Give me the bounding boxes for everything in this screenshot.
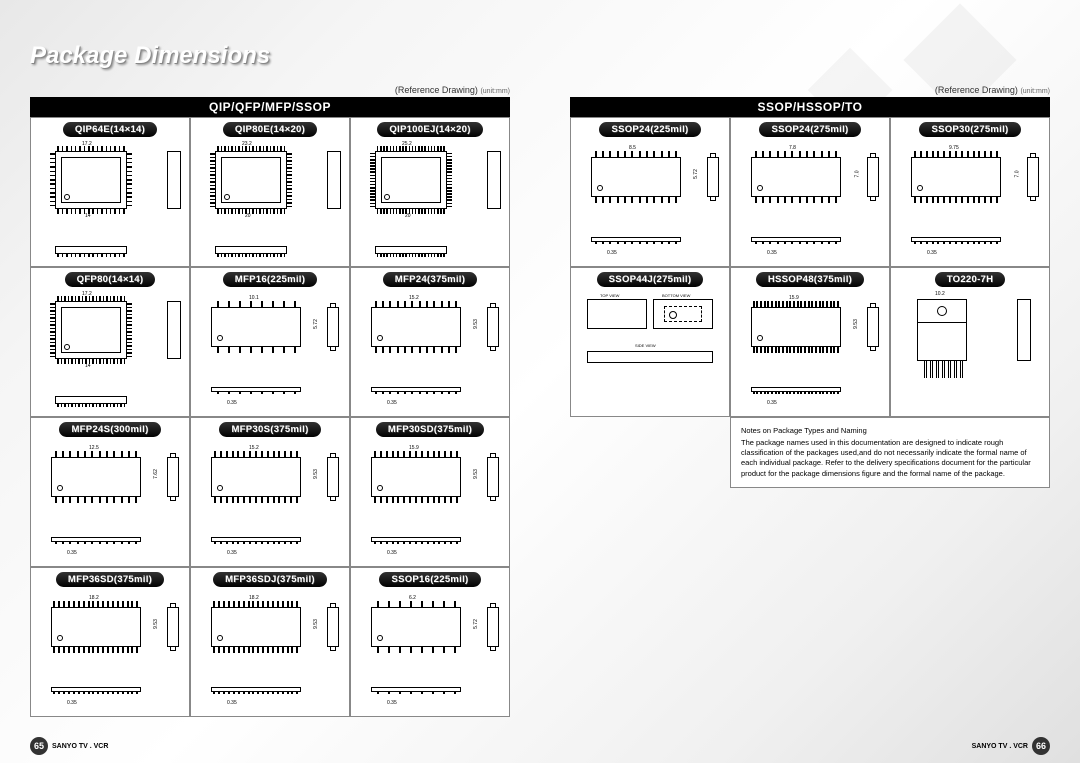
- package-cell: SSOP44J(275mil)TOP VIEWBOTTOM VIEWSIDE V…: [570, 267, 730, 417]
- notes-body: The package names used in this documenta…: [741, 438, 1039, 479]
- left-column: (Reference Drawing) (unit:mm) QIP/QFP/MF…: [30, 85, 510, 717]
- right-column: (Reference Drawing) (unit:mm) SSOP/HSSOP…: [570, 85, 1050, 717]
- reference-label-left: (Reference Drawing) (unit:mm): [30, 85, 510, 95]
- reference-label-right: (Reference Drawing) (unit:mm): [570, 85, 1050, 95]
- left-section-title: QIP/QFP/MFP/SSOP: [30, 97, 510, 117]
- package-pill: MFP36SDJ(375mil): [213, 572, 327, 587]
- package-cell: HSSOP48(375mil)15.99.530.35: [730, 267, 890, 417]
- notes-box: Notes on Package Types and Naming The pac…: [730, 417, 1050, 488]
- package-cell: MFP36SD(375mil)18.29.530.35: [30, 567, 190, 717]
- package-pill: SSOP24(225mil): [599, 122, 700, 137]
- package-pill: SSOP24(275mil): [759, 122, 860, 137]
- footer-label-right: SANYO TV . VCR: [972, 743, 1028, 750]
- package-pill: MFP30SD(375mil): [376, 422, 484, 437]
- right-grid: SSOP24(225mil)8.55.720.35SSOP24(275mil)7…: [570, 117, 1050, 488]
- main-columns: (Reference Drawing) (unit:mm) QIP/QFP/MF…: [30, 85, 1050, 717]
- page-number-right: 66: [1032, 737, 1050, 755]
- package-pill: HSSOP48(375mil): [756, 272, 864, 287]
- package-pill: QFP80(14×14): [65, 272, 156, 287]
- left-grid: QIP64E(14×14)17.214QIP80E(14×20)23.220QI…: [30, 117, 510, 717]
- package-cell: QIP64E(14×14)17.214: [30, 117, 190, 267]
- package-pill: SSOP44J(275mil): [597, 272, 704, 287]
- package-pill: QIP80E(14×20): [223, 122, 317, 137]
- package-pill: QIP100EJ(14×20): [377, 122, 482, 137]
- package-cell: MFP24S(300mil)12.57.620.35: [30, 417, 190, 567]
- package-cell: SSOP30(275mil)9.757.00.35: [890, 117, 1050, 267]
- package-cell: QIP80E(14×20)23.220: [190, 117, 350, 267]
- package-pill: MFP16(225mil): [223, 272, 317, 287]
- package-pill: SSOP30(275mil): [919, 122, 1020, 137]
- package-pill: MFP24(375mil): [383, 272, 477, 287]
- notes-title: Notes on Package Types and Naming: [741, 426, 1039, 436]
- package-pill: SSOP16(225mil): [379, 572, 480, 587]
- package-pill: MFP36SD(375mil): [56, 572, 164, 587]
- package-pill: MFP24S(300mil): [59, 422, 160, 437]
- package-cell: MFP30S(375mil)15.29.530.35: [190, 417, 350, 567]
- package-cell: MFP24(375mil)15.29.530.35: [350, 267, 510, 417]
- package-pill: MFP30S(375mil): [219, 422, 320, 437]
- package-cell: SSOP16(225mil)6.25.720.35: [350, 567, 510, 717]
- package-cell: QIP100EJ(14×20)25.220: [350, 117, 510, 267]
- package-pill: TO220-7H: [935, 272, 1006, 287]
- package-cell: SSOP24(275mil)7.87.00.35: [730, 117, 890, 267]
- footer-label-left: SANYO TV . VCR: [52, 743, 108, 750]
- package-pill: QIP64E(14×14): [63, 122, 157, 137]
- right-section-title: SSOP/HSSOP/TO: [570, 97, 1050, 117]
- package-cell: MFP30SD(375mil)15.99.530.35: [350, 417, 510, 567]
- page-title: Package Dimensions: [30, 42, 270, 70]
- page-number-left: 65: [30, 737, 48, 755]
- package-cell: SSOP24(225mil)8.55.720.35: [570, 117, 730, 267]
- package-cell: TO220-7H10.2: [890, 267, 1050, 417]
- package-cell: MFP16(225mil)10.15.720.35: [190, 267, 350, 417]
- footer-right: SANYO TV . VCR 66: [972, 737, 1050, 755]
- package-cell: QFP80(14×14)17.214: [30, 267, 190, 417]
- package-cell: MFP36SDJ(375mil)18.29.530.35: [190, 567, 350, 717]
- footer-left: 65 SANYO TV . VCR: [30, 737, 108, 755]
